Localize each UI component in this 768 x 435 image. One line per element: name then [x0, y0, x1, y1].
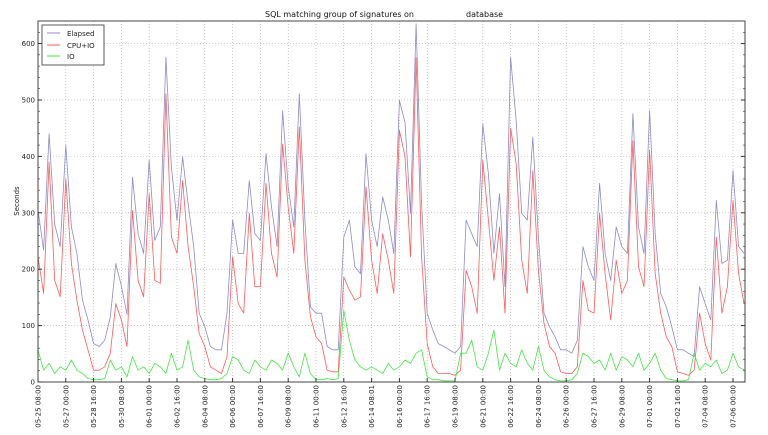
series-line-elapsed [37, 23, 745, 358]
y-tick-label: 300 [22, 209, 35, 217]
x-tick-label: 06-04 08:00 [201, 385, 209, 428]
series-line-io [37, 309, 745, 382]
legend-label-elapsed: Elapsed [67, 30, 95, 38]
x-tick-label: 05-27 00:00 [62, 385, 70, 428]
y-tick-label: 100 [22, 322, 35, 330]
x-tick-label: 06-16 00:00 [396, 385, 404, 428]
x-tick-label: 06-09 08:00 [285, 385, 293, 428]
legend: Elapsed CPU+IO IO [41, 24, 105, 66]
x-tick-label: 06-07 16:00 [257, 385, 265, 428]
x-tick-label: 06-22 16:00 [507, 385, 515, 428]
grid [38, 21, 745, 382]
x-tick-label: 07-06 00:00 [730, 385, 738, 428]
series-lines [37, 23, 745, 382]
x-tick-label: 06-19 08:00 [452, 385, 460, 428]
x-tick-label: 06-12 16:00 [340, 385, 348, 428]
y-tick-label: 600 [22, 40, 35, 48]
x-tick-label: 06-06 00:00 [229, 385, 237, 428]
chart-title-left: SQL matching group of signatures on [265, 10, 414, 19]
x-tick-label: 06-11 00:00 [313, 385, 321, 428]
y-tick-label: 200 [22, 266, 35, 274]
x-tick-label: 07-01 00:00 [646, 385, 654, 428]
plot-frame [37, 20, 746, 383]
x-tick-label: 07-02 16:00 [674, 385, 682, 428]
x-tick-label: 06-29 08:00 [618, 385, 626, 428]
x-tick-label: 06-26 00:00 [563, 385, 571, 428]
x-tick-label: 06-02 16:00 [174, 385, 182, 428]
x-tick-label: 05-30 08:00 [118, 385, 126, 428]
y-tick-label: 400 [22, 153, 35, 161]
x-tick-label: 06-27 16:00 [591, 385, 599, 428]
x-tick-label: 06-01 00:00 [146, 385, 154, 428]
chart-title-right: database [466, 10, 503, 19]
legend-label-cpu-io: CPU+IO [67, 42, 95, 50]
x-tick-label: 05-28 16:00 [90, 385, 98, 428]
x-tick-label: 06-17 16:00 [424, 385, 432, 428]
x-tick-label: 07-04 08:00 [702, 385, 710, 428]
legend-label-io: IO [67, 53, 75, 61]
y-tick-label: 500 [22, 96, 35, 104]
x-tick-label: 06-14 08:01 [368, 385, 376, 428]
x-tick-label: 06-24 08:00 [535, 385, 543, 428]
x-tick-label: 05-25 08:00 [35, 385, 43, 428]
y-axis-label: Seconds [13, 186, 21, 216]
axis-ticks: 0 100 200 300 400 500 600 05-25 08:00 05-27 00:0… [22, 31, 745, 428]
x-tick-label: 06-21 00:00 [479, 385, 487, 428]
series-line-cpu-io [37, 57, 745, 376]
y-tick-label: 0 [31, 379, 35, 387]
